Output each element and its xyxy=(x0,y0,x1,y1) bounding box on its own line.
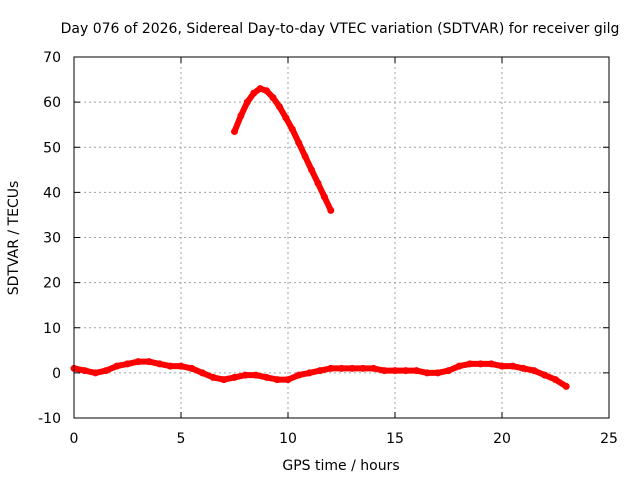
y-tick-label: 30 xyxy=(43,231,61,247)
data-point-baseline xyxy=(423,369,431,377)
data-point-baseline xyxy=(338,364,345,372)
data-point-baseline xyxy=(113,362,121,370)
data-point-baseline xyxy=(305,369,313,377)
data-point-baseline xyxy=(263,373,271,381)
y-tick-label: 40 xyxy=(43,185,61,201)
data-point-peak xyxy=(256,85,264,93)
data-point-baseline xyxy=(552,376,559,384)
chart-title: Day 076 of 2026, Sidereal Day-to-day VTE… xyxy=(61,21,620,37)
data-point-peak xyxy=(301,152,309,160)
y-tick-label: -10 xyxy=(38,411,61,427)
data-point-baseline xyxy=(91,369,99,377)
data-point-baseline xyxy=(466,360,474,368)
data-point-peak xyxy=(282,114,290,122)
data-point-baseline xyxy=(145,358,153,366)
data-point-baseline xyxy=(348,364,356,372)
x-tick-label: 20 xyxy=(493,431,511,447)
x-tick-labels: 0 5 10 15 20 25 xyxy=(70,431,618,447)
data-point-baseline xyxy=(519,364,527,372)
data-point-baseline xyxy=(177,362,185,370)
x-tick-label: 10 xyxy=(279,431,297,447)
data-point-peak xyxy=(327,206,335,214)
data-point-baseline xyxy=(102,367,110,375)
data-point-baseline xyxy=(124,360,131,368)
series-line-peak xyxy=(231,85,334,214)
data-point-baseline xyxy=(412,367,420,375)
data-point-peak xyxy=(269,94,277,102)
y-tick-label: 50 xyxy=(43,140,61,156)
data-point-baseline xyxy=(252,371,260,379)
data-point-baseline xyxy=(445,367,452,375)
data-point-baseline xyxy=(220,376,228,384)
data-point-baseline xyxy=(198,369,206,377)
y-tick-label: 60 xyxy=(43,95,61,111)
data-point-baseline xyxy=(134,358,142,366)
data-point-baseline xyxy=(316,367,324,375)
x-tick-label: 15 xyxy=(386,431,404,447)
y-tick-labels: -10 0 10 20 30 40 50 60 70 xyxy=(38,50,61,427)
data-point-baseline xyxy=(541,371,549,379)
data-point-baseline xyxy=(477,360,485,368)
data-point-baseline xyxy=(284,376,292,384)
data-point-peak xyxy=(308,166,315,174)
data-point-baseline xyxy=(156,360,164,368)
data-point-peak xyxy=(320,193,328,201)
data-point-baseline xyxy=(402,367,410,375)
data-point-baseline xyxy=(380,367,388,375)
y-tick-label: 70 xyxy=(43,50,61,66)
data-point-peak xyxy=(288,125,296,133)
data-point-baseline xyxy=(498,362,506,370)
data-point-baseline xyxy=(562,382,570,390)
data-point-baseline xyxy=(209,373,217,381)
data-point-peak xyxy=(243,98,251,106)
data-point-baseline xyxy=(487,360,495,368)
data-series xyxy=(70,85,570,390)
y-tick-label: 20 xyxy=(43,276,61,292)
data-point-baseline xyxy=(455,362,463,370)
data-point-baseline xyxy=(231,373,238,381)
y-tick-label: 0 xyxy=(52,366,61,382)
x-tick-label: 0 xyxy=(70,431,79,447)
data-point-baseline xyxy=(241,371,249,379)
data-point-peak xyxy=(275,103,283,111)
data-point-baseline xyxy=(391,367,399,375)
data-point-baseline xyxy=(295,371,303,379)
y-axis-label: SDTVAR / TECUs xyxy=(6,181,22,296)
data-point-baseline xyxy=(273,376,281,384)
data-point-peak xyxy=(263,87,271,95)
data-point-baseline xyxy=(370,364,378,372)
axis-ticks xyxy=(73,56,610,419)
data-point-baseline xyxy=(81,367,89,375)
data-point-peak xyxy=(314,179,322,187)
x-tick-label: 25 xyxy=(600,431,618,447)
data-point-peak xyxy=(295,139,303,147)
data-point-baseline xyxy=(166,362,174,370)
data-point-baseline xyxy=(434,369,442,377)
data-point-baseline xyxy=(509,362,517,370)
y-tick-label: 10 xyxy=(43,321,61,337)
x-tick-label: 5 xyxy=(177,431,186,447)
data-point-peak xyxy=(237,112,245,120)
data-point-peak xyxy=(250,89,258,97)
data-point-baseline xyxy=(359,364,367,372)
x-axis-label: GPS time / hours xyxy=(282,458,399,474)
data-point-peak xyxy=(231,128,238,135)
data-point-baseline xyxy=(530,367,538,375)
data-point-baseline xyxy=(327,364,335,372)
data-point-baseline xyxy=(188,364,196,372)
